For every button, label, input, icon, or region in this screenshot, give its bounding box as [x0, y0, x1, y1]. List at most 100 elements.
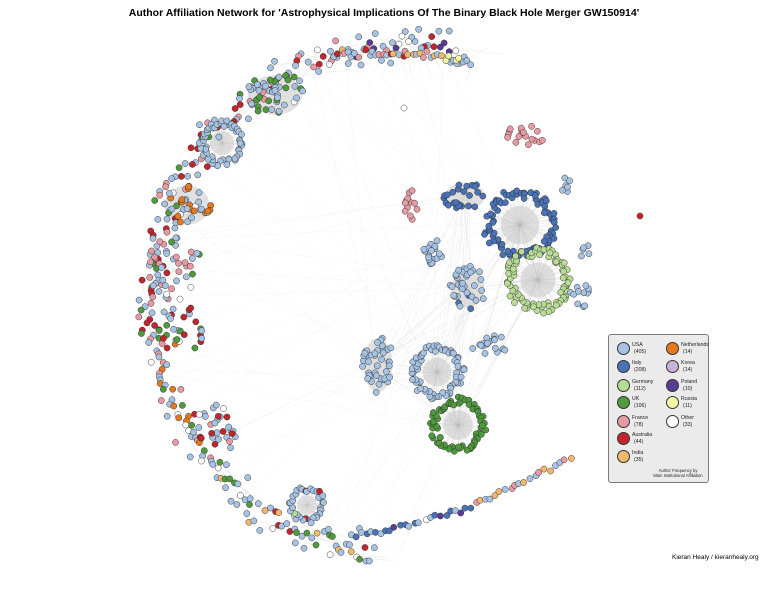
network-edge: [162, 368, 443, 382]
network-edge: [294, 71, 452, 422]
author-node-netherlands: [185, 183, 192, 190]
cluster-hub: [297, 495, 317, 515]
author-node-france: [187, 248, 195, 256]
author-node-india: [389, 50, 397, 58]
author-node-usa: [223, 117, 231, 125]
network-edge: [382, 235, 514, 376]
author-node-australia: [211, 440, 219, 448]
network-edge: [375, 47, 473, 196]
author-node-usa: [435, 27, 443, 35]
author-node-usa: [379, 42, 387, 50]
author-node-france: [535, 469, 542, 476]
author-node-usa: [491, 336, 499, 344]
legend-swatch-other: [666, 415, 679, 428]
author-node-france: [506, 125, 514, 133]
author-node-usa: [158, 264, 165, 271]
network-edge: [353, 50, 525, 216]
author-node-france: [355, 53, 363, 61]
author-node-italy: [540, 209, 548, 217]
author-node-usa: [460, 366, 468, 374]
author-node-france: [539, 136, 546, 144]
author-node-usa: [196, 121, 203, 129]
author-node-india: [520, 479, 527, 486]
author-node-france: [413, 205, 421, 213]
author-node-india: [547, 467, 554, 475]
author-node-usa: [248, 100, 255, 108]
author-node-italy: [471, 183, 479, 190]
author-node-usa: [337, 549, 345, 556]
author-node-italy: [463, 182, 471, 190]
author-node-france: [146, 274, 154, 281]
author-node-france: [528, 122, 535, 130]
author-node-france: [420, 54, 427, 61]
author-node-other: [147, 358, 155, 366]
author-node-uk: [173, 336, 181, 343]
legend-item-other: Other (33): [666, 415, 716, 441]
author-node-usa: [154, 249, 162, 256]
author-node-usa: [566, 177, 573, 185]
author-node-usa: [190, 428, 197, 436]
author-node-usa: [578, 252, 585, 260]
chart-title: Author Affiliation Network for 'Astrophy…: [128, 7, 640, 19]
author-node-other: [400, 104, 408, 112]
network-edge: [335, 222, 518, 545]
legend-count-france: (78): [634, 422, 644, 428]
author-node-uk: [216, 458, 224, 466]
author-node-usa: [304, 58, 312, 66]
legend-swatch-india: [617, 450, 630, 463]
network-edge: [432, 192, 461, 368]
author-node-germany: [536, 251, 544, 259]
author-node-usa: [574, 300, 582, 308]
author-node-other: [214, 464, 222, 472]
author-node-usa: [428, 247, 435, 254]
author-node-usa: [389, 39, 396, 47]
author-node-usa: [198, 327, 206, 335]
author-node-australia: [319, 53, 327, 60]
author-node-usa: [271, 57, 278, 65]
author-node-usa: [357, 529, 365, 536]
network-edge: [458, 193, 469, 433]
author-node-usa: [195, 189, 203, 196]
author-node-usa: [291, 83, 299, 90]
network-edge: [437, 196, 461, 366]
author-node-usa: [491, 344, 499, 352]
author-node-italy: [385, 527, 393, 535]
author-node-usa: [234, 480, 242, 488]
author-node-usa: [256, 527, 264, 534]
cluster-hub: [520, 262, 556, 298]
author-node-usa: [163, 250, 171, 257]
author-node-italy: [485, 239, 493, 247]
network-edge: [382, 287, 470, 367]
author-node-netherlands: [174, 212, 182, 220]
legend-label-usa: USA: [632, 342, 643, 348]
author-node-australia: [428, 33, 436, 40]
author-node-france: [151, 253, 159, 261]
legend-count-other: (33): [683, 422, 693, 428]
network-edge: [199, 414, 216, 431]
author-node-india: [404, 51, 411, 59]
network-edge: [299, 59, 317, 81]
author-node-usa: [359, 363, 366, 370]
author-node-usa: [267, 64, 274, 72]
author-node-australia: [430, 43, 438, 51]
author-node-usa: [478, 287, 486, 294]
author-node-france: [148, 247, 155, 255]
author-node-usa: [170, 325, 177, 333]
author-node-australia: [219, 428, 227, 435]
author-node-usa: [209, 461, 217, 468]
author-node-germany: [546, 249, 554, 257]
author-node-australia: [163, 344, 171, 352]
author-node-netherlands: [175, 414, 183, 422]
author-node-france: [163, 228, 171, 236]
legend-swatch-netherlands: [666, 342, 679, 355]
author-node-italy: [550, 210, 558, 217]
network-edge: [448, 281, 544, 371]
author-node-france: [310, 63, 317, 71]
author-node-australia: [177, 173, 185, 180]
author-node-france: [401, 199, 409, 207]
author-node-usa: [274, 94, 281, 101]
author-node-uk: [435, 439, 443, 447]
author-node-usa: [315, 68, 323, 75]
author-node-uk: [329, 533, 336, 540]
network-edge: [344, 52, 375, 363]
